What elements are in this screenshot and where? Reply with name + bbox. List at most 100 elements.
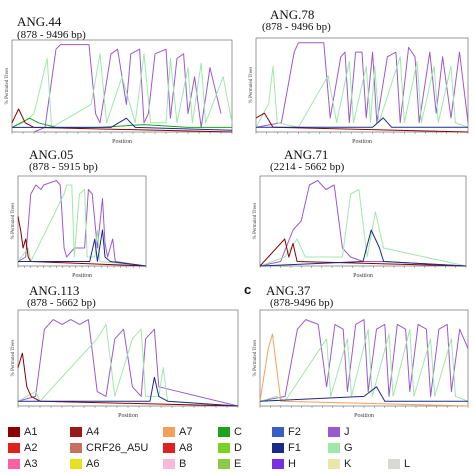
legend-label: A1 [24, 426, 38, 439]
panel-subtitle-4: (2214 - 5662 bp) [270, 161, 345, 173]
panel-title-3: ANG.05 [29, 147, 74, 162]
legend-swatch [70, 459, 82, 470]
legend-swatch [163, 443, 175, 454]
legend-item-d: D [218, 442, 242, 456]
y-axis-label: % Permuted Trees [5, 68, 10, 105]
legend: A1 A4 A7 C F2 J A2 CRF26_A5U A8 D F1 G A3 A6 B E H K L [8, 426, 474, 474]
series-line-j [259, 319, 469, 402]
legend-swatch [218, 427, 230, 438]
y-axis-label: % Permuted Trees [249, 67, 254, 104]
x-axis-label: Position [353, 273, 373, 279]
legend-swatch [388, 459, 400, 470]
series-line-a1 [17, 352, 239, 407]
legend-item-a1: A1 [8, 426, 37, 440]
legend-label: C [234, 426, 242, 439]
legend-label: A2 [24, 442, 38, 455]
panel-title-4: ANG.71 [284, 147, 329, 162]
y-axis-label: % Permuted Trees [11, 203, 16, 240]
legend-label: K [344, 458, 352, 471]
panel-subtitle-5: (878 - 5662 bp) [27, 297, 96, 309]
legend-swatch [272, 459, 284, 470]
panel-title-1: ANG.44 [17, 14, 62, 29]
legend-label: B [179, 458, 187, 471]
legend-swatch [163, 459, 175, 470]
chart-1: % Permuted Trees Position [5, 39, 233, 145]
series-line-j [255, 42, 469, 128]
y-axis-label: % Permuted Trees [253, 203, 258, 240]
series-line-f1 [259, 229, 467, 267]
series-line-a1 [255, 112, 469, 133]
panel-title-2: ANG.78 [270, 7, 315, 22]
legend-label: CRF26_A5U [86, 442, 149, 455]
x-axis-label: Position [354, 413, 374, 419]
y-axis-label: % Permuted Trees [11, 340, 16, 377]
legend-label: A3 [24, 458, 38, 471]
series-line-f1 [259, 386, 468, 402]
legend-swatch [8, 443, 20, 454]
legend-item-a4: A4 [70, 426, 99, 440]
legend-swatch [70, 427, 82, 438]
legend-item-j: J [328, 426, 350, 440]
legend-item-a7: A7 [163, 426, 192, 440]
legend-swatch [272, 443, 284, 454]
series-line-g [259, 328, 469, 402]
legend-swatch [70, 443, 82, 454]
legend-swatch [8, 459, 20, 470]
legend-item-e: E [218, 458, 241, 472]
plot-frame [11, 39, 233, 133]
chart-2: % Permuted Trees Position [249, 37, 469, 145]
legend-item-a3: A3 [8, 458, 37, 472]
chart-4: % Permuted Trees Position [253, 175, 467, 279]
legend-item-crf26-a5u: CRF26_A5U [70, 442, 148, 456]
panel-letter-c: c [244, 282, 252, 297]
legend-swatch [163, 427, 175, 438]
legend-item-f1: F1 [272, 442, 301, 456]
series-line-a1 [259, 238, 467, 267]
series-line-a1 [11, 108, 233, 133]
legend-item-a2: A2 [8, 442, 37, 456]
legend-swatch [272, 427, 284, 438]
series-line-f1 [18, 376, 239, 407]
legend-item-f2: F2 [272, 426, 301, 440]
legend-label: G [344, 442, 353, 455]
series-line-a7 [259, 333, 469, 407]
legend-label: F2 [288, 426, 301, 439]
legend-swatch [328, 459, 340, 470]
legend-label: A7 [179, 426, 193, 439]
legend-item-a6: A6 [70, 458, 99, 472]
y-axis-label: % Permuted Trees [253, 340, 258, 377]
legend-item-g: G [328, 442, 353, 456]
panel-subtitle-2: (878 - 9496 bp) [262, 21, 331, 33]
panel-subtitle-1: (878 - 9496 bp) [17, 29, 86, 41]
legend-item-c: C [218, 426, 242, 440]
series-line-j [17, 319, 239, 407]
legend-item-h: H [272, 458, 296, 472]
x-axis-label: Position [118, 413, 138, 419]
legend-label: H [288, 458, 296, 471]
panel-subtitle-6: (878-9496 bp) [270, 297, 334, 309]
legend-swatch [8, 427, 20, 438]
series-line-g [11, 53, 233, 128]
chart-6: % Permuted Trees Position [253, 309, 469, 419]
legend-label: F1 [288, 442, 301, 455]
legend-label: A6 [86, 458, 100, 471]
legend-label: J [344, 426, 350, 439]
plot-frame [17, 175, 147, 267]
series-line-g [255, 56, 469, 128]
legend-swatch [328, 443, 340, 454]
legend-item-a8: A8 [163, 442, 192, 456]
legend-label: A8 [179, 442, 193, 455]
series-line-f1 [12, 117, 233, 131]
x-axis-label: Position [352, 139, 372, 145]
legend-label: D [234, 442, 242, 455]
panel-title-6: ANG.37 [266, 283, 311, 298]
series-line-f1 [256, 117, 468, 128]
legend-label: E [234, 458, 242, 471]
panel-subtitle-3: (878 - 5915 bp) [29, 161, 98, 173]
panel-title-5: ANG.113 [29, 283, 80, 298]
legend-item-b: B [163, 458, 186, 472]
chart-3: % Permuted Trees Position [11, 175, 147, 279]
legend-swatch [328, 427, 340, 438]
x-axis-label: Position [72, 273, 92, 279]
series-line-g [17, 184, 147, 267]
